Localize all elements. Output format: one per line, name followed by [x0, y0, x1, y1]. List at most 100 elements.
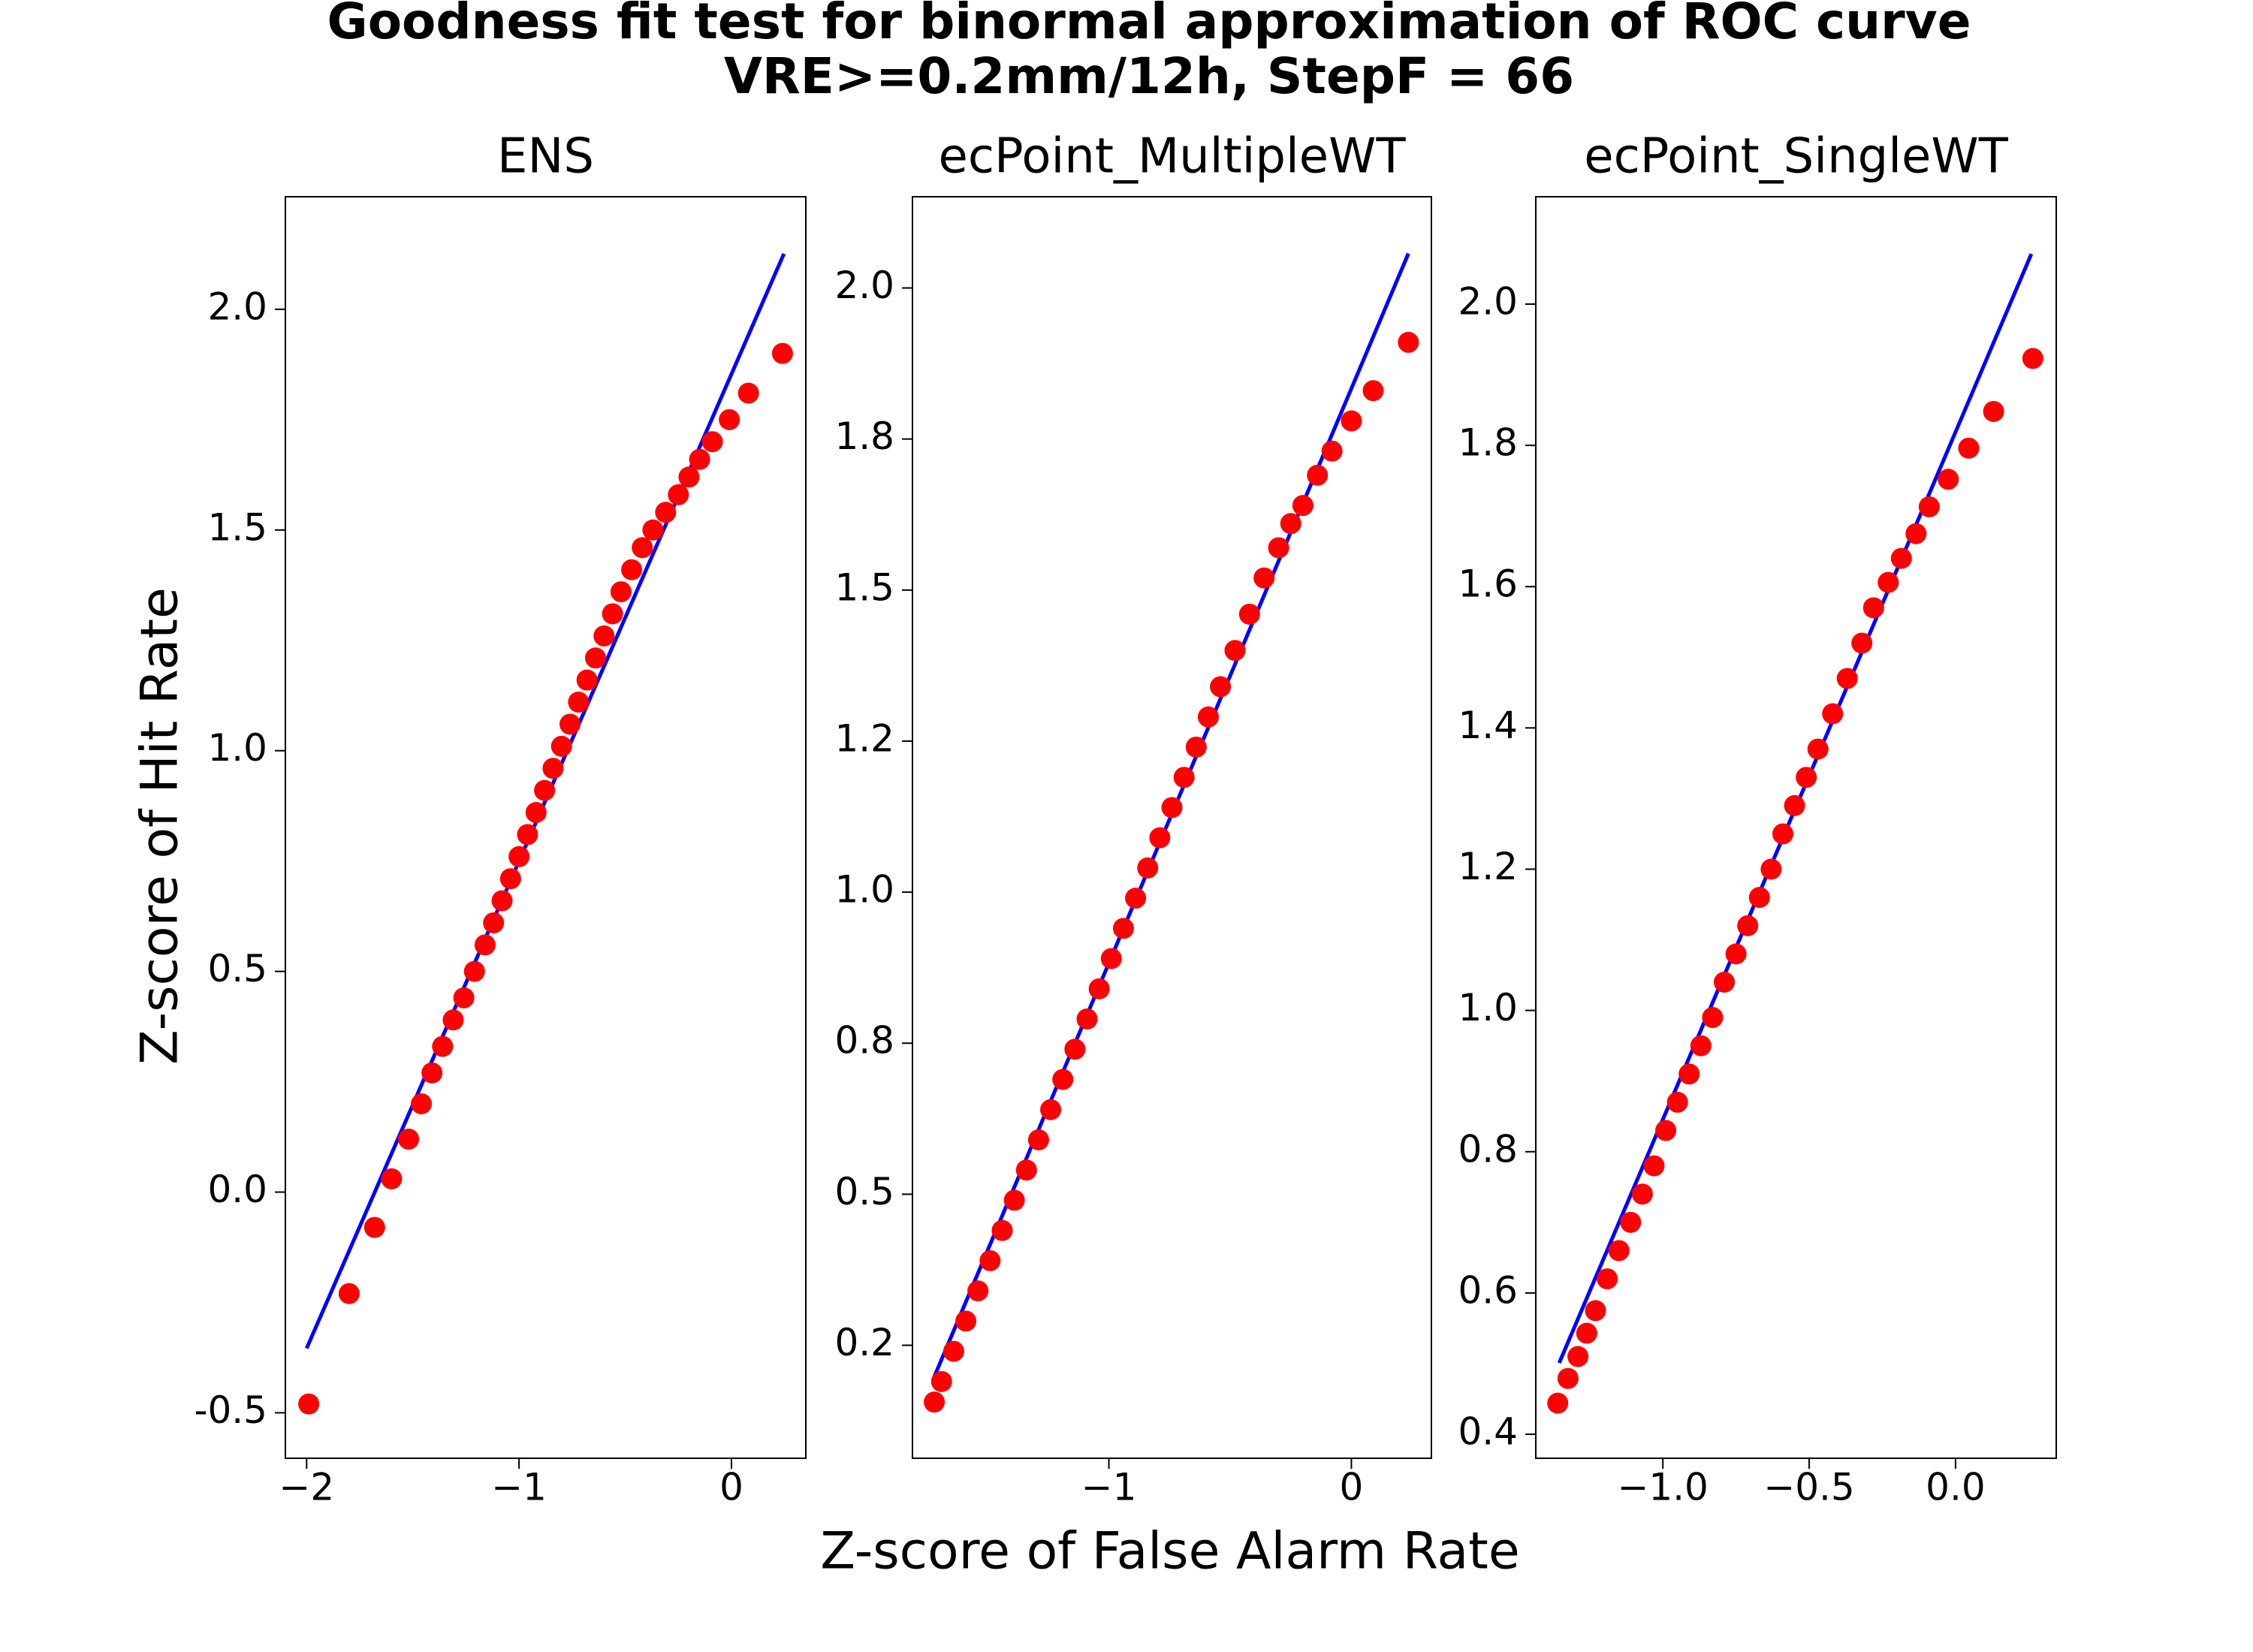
- point: [1280, 513, 1301, 535]
- point: [1547, 1392, 1569, 1414]
- point: [1052, 1069, 1074, 1090]
- subplot: ecPoint_MultipleWT 0.2 0.5 0.8 1.0 1.2 1.5 1.8 2…: [834, 129, 1432, 1509]
- point: [1576, 1322, 1597, 1344]
- point: [655, 502, 677, 523]
- point: [1210, 676, 1232, 698]
- subplot-title: ecPoint_MultipleWT: [938, 129, 1406, 185]
- point: [1557, 1367, 1579, 1389]
- y-tick-label: 0.8: [1458, 1127, 1518, 1171]
- point: [432, 1036, 454, 1057]
- point: [1161, 797, 1183, 818]
- point: [525, 802, 547, 824]
- point: [1958, 437, 1980, 459]
- x-axis-label: Z-score of False Alarm Rate: [820, 1522, 1519, 1581]
- point: [534, 779, 556, 801]
- point: [1088, 978, 1110, 999]
- point: [737, 382, 759, 404]
- point: [1760, 858, 1782, 880]
- point: [642, 519, 664, 541]
- point: [621, 559, 643, 580]
- point: [1292, 495, 1313, 517]
- point: [924, 1391, 946, 1413]
- y-tick-label: -0.5: [194, 1388, 267, 1432]
- point: [1253, 567, 1275, 589]
- y-tick-label: 0.0: [207, 1168, 267, 1211]
- point: [1185, 736, 1207, 758]
- point: [499, 868, 521, 890]
- y-tick-label: 1.6: [1458, 562, 1518, 606]
- point: [1268, 537, 1289, 559]
- point: [542, 758, 564, 779]
- y-tick-label: 1.5: [207, 505, 267, 549]
- point: [1918, 496, 1940, 517]
- point: [1003, 1189, 1025, 1211]
- x-tick-label: 0: [719, 1466, 743, 1509]
- subplot: ecPoint_SingleWT 0.4 0.6 0.8 1.0 1.2 1.4 1.6 1.8…: [1458, 129, 2057, 1509]
- axes-frame: [912, 196, 1432, 1459]
- point: [398, 1129, 420, 1150]
- point: [1224, 640, 1246, 662]
- point: [1398, 331, 1419, 353]
- point: [1678, 1063, 1700, 1085]
- y-tick-label: 1.0: [207, 726, 267, 770]
- point: [1822, 703, 1844, 725]
- point: [463, 960, 485, 982]
- point: [1149, 827, 1171, 849]
- point: [602, 603, 623, 625]
- point: [411, 1093, 433, 1114]
- point: [474, 934, 496, 956]
- point: [991, 1219, 1013, 1241]
- point: [1905, 523, 1927, 544]
- point: [1690, 1035, 1712, 1057]
- point: [576, 669, 598, 691]
- point: [955, 1310, 977, 1332]
- point: [1341, 410, 1362, 432]
- point: [453, 987, 475, 1008]
- point: [1938, 469, 1959, 490]
- point: [363, 1216, 385, 1238]
- point: [1608, 1240, 1630, 1262]
- y-tick-label: 2.0: [834, 264, 894, 307]
- point: [1862, 597, 1884, 619]
- point: [1307, 464, 1329, 486]
- y-tick-label: 1.2: [1458, 845, 1518, 888]
- point: [1796, 767, 1817, 788]
- subplot-title: ENS: [497, 129, 594, 185]
- y-tick-label: 0.4: [1458, 1410, 1518, 1454]
- point: [1027, 1129, 1049, 1150]
- point: [584, 647, 606, 669]
- point: [719, 408, 740, 430]
- y-tick-label: 2.0: [207, 285, 267, 328]
- point: [421, 1062, 443, 1084]
- point: [1631, 1183, 1653, 1205]
- x-tick-label: −1.0: [1617, 1466, 1708, 1509]
- point: [1197, 706, 1219, 728]
- y-tick-label: 2.0: [1458, 279, 1518, 323]
- y-tick-label: 0.2: [834, 1321, 894, 1364]
- x-tick-label: −1: [1081, 1466, 1137, 1509]
- point: [943, 1340, 964, 1362]
- point: [338, 1283, 360, 1304]
- y-tick-label: 0.6: [1458, 1268, 1518, 1312]
- axes-frame: [1535, 196, 2057, 1459]
- y-tick-label: 1.8: [834, 415, 894, 458]
- y-tick-label: 1.4: [1458, 704, 1518, 747]
- point: [1983, 400, 2004, 422]
- point: [1597, 1268, 1618, 1290]
- figure-subtitle: VRE>=0.2mm/12h, StepF = 66: [724, 47, 1574, 105]
- x-tick-label: 0.0: [1926, 1466, 1986, 1509]
- point: [701, 431, 723, 453]
- point: [979, 1250, 1001, 1271]
- point: [1878, 571, 1899, 593]
- point: [1851, 632, 1873, 654]
- point: [1585, 1300, 1606, 1322]
- x-tick-label: −1: [491, 1466, 547, 1509]
- point: [1714, 972, 1736, 993]
- point: [1238, 603, 1260, 625]
- point: [771, 342, 793, 364]
- point: [930, 1370, 952, 1392]
- point: [559, 713, 581, 735]
- point: [517, 824, 538, 846]
